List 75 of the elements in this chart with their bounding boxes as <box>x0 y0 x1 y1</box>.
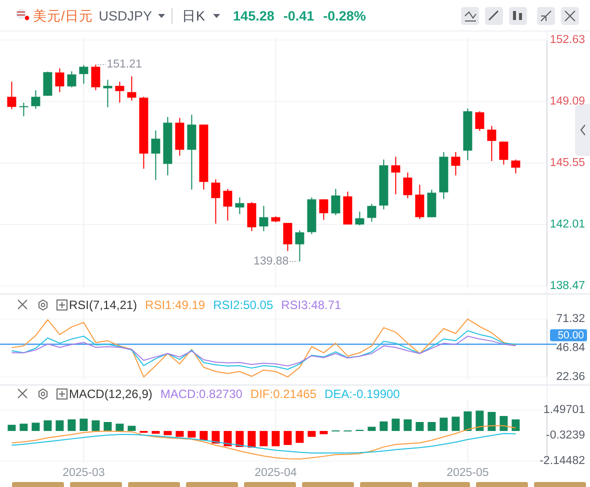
y-tick-label: 152.63 <box>550 34 585 46</box>
y-tick-label: 138.47 <box>550 280 585 292</box>
bar <box>116 424 124 431</box>
text: RSI3:48.71 <box>281 298 342 312</box>
bar <box>80 418 88 431</box>
text: -0.41 <box>283 8 315 24</box>
chart-title: RSI(7,14,21) <box>69 298 138 312</box>
bar <box>248 430 256 448</box>
y-tick-label: 145.55 <box>550 157 585 169</box>
bar <box>368 426 376 431</box>
bar <box>20 424 28 431</box>
annotation: 151.21 <box>106 58 142 71</box>
bar <box>380 421 388 431</box>
bar <box>44 420 52 431</box>
text: 日K <box>182 8 206 24</box>
bar <box>512 419 520 431</box>
bar <box>284 430 292 445</box>
y-tick-label: -2.14482 <box>540 455 585 467</box>
y-tick-label: -0.3239 <box>546 430 585 442</box>
bar <box>476 410 484 431</box>
y-tick-label: 142.01 <box>550 218 585 230</box>
bar <box>128 426 136 431</box>
bar <box>212 430 220 444</box>
chart-title: MACD(12,26,9) <box>69 387 152 401</box>
text: DEA:-0.19900 <box>324 387 400 401</box>
annotation: 139.88 <box>254 256 289 268</box>
text: RSI1:49.19 <box>145 298 206 312</box>
bar <box>488 412 496 431</box>
bar <box>308 430 316 437</box>
bar <box>236 430 244 447</box>
bar <box>8 424 16 431</box>
bar <box>392 418 400 431</box>
bar <box>224 430 232 446</box>
chart-title: 美元/日元 <box>33 8 93 24</box>
bar <box>164 430 172 436</box>
text: 145.28 <box>233 8 275 24</box>
bar <box>92 420 100 431</box>
bar <box>152 430 160 434</box>
y-tick-label: 22.36 <box>556 371 585 383</box>
y-tick-label: 149.09 <box>550 96 585 108</box>
x-tick-label: 2025-04 <box>254 467 298 479</box>
x-tick-label: 2025-03 <box>62 467 105 479</box>
bar <box>500 416 508 431</box>
bar <box>176 430 184 437</box>
ref-line-label: 50.00 <box>558 329 584 342</box>
line-series <box>11 432 516 454</box>
chart-subtitle: USDJPY <box>98 8 152 24</box>
text: -0.28% <box>323 8 366 24</box>
x-tick-label: 2025-05 <box>446 467 489 479</box>
bar <box>296 430 304 443</box>
y-tick-label: 1.49701 <box>543 404 585 416</box>
line-series <box>11 336 516 366</box>
bar <box>428 422 436 431</box>
y-tick-label: 71.32 <box>556 313 585 325</box>
bar <box>104 422 112 431</box>
text: RSI2:50.05 <box>213 298 274 312</box>
bar <box>56 420 64 431</box>
bar <box>452 416 460 431</box>
line-series <box>11 318 516 378</box>
bar <box>68 419 76 431</box>
bar <box>260 430 268 446</box>
bar <box>416 422 424 431</box>
bar <box>188 430 196 438</box>
bar <box>440 418 448 431</box>
bar <box>464 411 472 431</box>
line-series <box>11 330 516 370</box>
line-series <box>11 425 516 460</box>
text: DIF:0.21465 <box>250 387 317 401</box>
text: MACD:0.82730 <box>160 387 243 401</box>
bar <box>32 422 40 431</box>
bar <box>404 419 412 431</box>
y-tick-label: 46.84 <box>556 342 586 354</box>
bar <box>320 430 328 434</box>
bar <box>272 430 280 446</box>
bar <box>200 430 208 440</box>
